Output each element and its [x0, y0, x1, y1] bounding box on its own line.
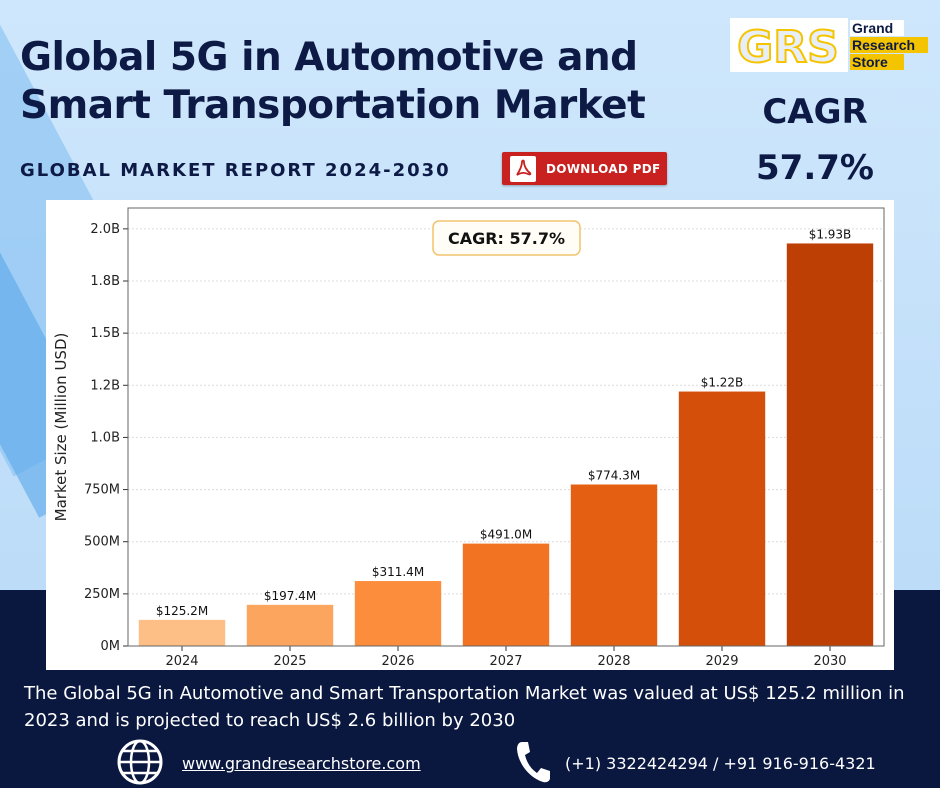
bar-value-label: $491.0M	[480, 528, 532, 542]
report-subtitle: GLOBAL MARKET REPORT 2024-2030	[20, 160, 451, 181]
y-tick-label: 1.0B	[90, 430, 120, 445]
bar-value-label: $311.4M	[372, 565, 424, 579]
bar-2025	[246, 604, 334, 646]
cagr-value: 57.7%	[756, 148, 874, 188]
globe-icon	[117, 739, 163, 785]
x-tick-label: 2026	[381, 654, 414, 669]
y-tick-label: 1.8B	[90, 274, 120, 289]
bar-2029	[678, 391, 766, 646]
x-tick-label: 2028	[597, 654, 630, 669]
x-tick-label: 2027	[489, 654, 522, 669]
x-tick-label: 2030	[813, 654, 846, 669]
bar-2027	[462, 543, 550, 646]
y-axis-label: Market Size (Million USD)	[52, 333, 70, 522]
bar-2026	[354, 581, 442, 646]
market-description: The Global 5G in Automotive and Smart Tr…	[24, 683, 905, 731]
bar-chart: 0M 250M 500M 750M 1.0B 1.2B 1.5B 1.8B 2.0B $125.2…	[52, 207, 885, 669]
logo-word-research: Research	[850, 37, 928, 53]
page-title: Global 5G in Automotive and Smart Transp…	[20, 35, 646, 128]
y-tick-label: 500M	[84, 535, 120, 550]
bar-2030	[786, 243, 874, 646]
phone-number[interactable]: (+1) 3322424294 / +91 916-916-4321	[565, 754, 876, 773]
x-tick-label: 2025	[273, 654, 306, 669]
bar-value-label: $774.3M	[588, 469, 640, 483]
svg-text:GRS: GRS	[737, 22, 839, 72]
bar-2028	[570, 484, 658, 646]
bar-value-label: $125.2M	[156, 604, 208, 618]
bar-value-label: $1.22B	[701, 376, 744, 390]
bar-value-label: $1.93B	[809, 227, 852, 241]
y-tick-label: 2.0B	[90, 222, 120, 237]
cagr-annotation: CAGR: 57.7%	[448, 229, 565, 248]
phone-icon	[517, 742, 550, 783]
x-tick-label: 2024	[165, 654, 198, 669]
company-logo: GRS Grand Research Store	[730, 18, 930, 72]
y-tick-label: 0M	[101, 639, 121, 654]
download-pdf-button[interactable]: DOWNLOAD PDF	[502, 152, 667, 185]
y-tick-label: 250M	[84, 587, 120, 602]
logo-word-grand: Grand	[850, 20, 904, 36]
logo-word-store: Store	[850, 54, 904, 70]
cagr-annotation-box	[432, 220, 581, 256]
bar-2024	[138, 619, 226, 646]
cagr-label: CAGR	[762, 92, 868, 132]
y-tick-label: 750M	[84, 483, 120, 498]
y-tick-label: 1.2B	[90, 378, 120, 393]
bar-value-label: $197.4M	[264, 589, 316, 603]
plot-frame	[127, 207, 885, 647]
chart-card: 0M 250M 500M 750M 1.0B 1.2B 1.5B 1.8B 2.0B $125.2…	[46, 200, 894, 670]
x-tick-label: 2029	[705, 654, 738, 669]
pdf-icon	[510, 155, 536, 182]
website-link[interactable]: www.grandresearchstore.com	[182, 754, 421, 773]
logo-mark: GRS	[730, 18, 848, 72]
download-pdf-label: DOWNLOAD PDF	[546, 161, 661, 176]
y-tick-label: 1.5B	[90, 326, 120, 341]
